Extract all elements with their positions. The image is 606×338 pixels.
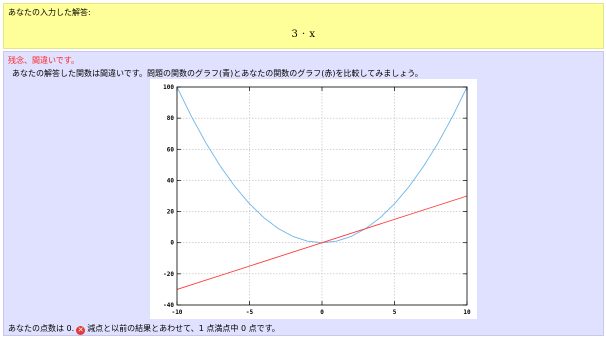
x-tick-label: -10 bbox=[172, 309, 183, 316]
y-tick-label: 60 bbox=[167, 146, 175, 153]
y-tick-label: 80 bbox=[167, 115, 175, 122]
score-prefix: あなたの点数は 0. bbox=[8, 324, 75, 333]
answer-box: あなたの入力した解答: 3 · x bbox=[3, 3, 604, 49]
x-circle-icon: ✕ bbox=[76, 326, 86, 335]
y-tick-label: 0 bbox=[170, 240, 174, 247]
x-tick-label: 10 bbox=[463, 309, 471, 316]
y-tick-label: -20 bbox=[163, 271, 174, 278]
x-tick-label: 0 bbox=[320, 309, 324, 316]
score-line: あなたの点数は 0. ✕ 減点と以前の結果とあわせて、1 点満点中 0 点です。 bbox=[8, 323, 280, 335]
y-tick-label: 100 bbox=[163, 84, 174, 91]
answer-label: あなたの入力した解答: bbox=[8, 8, 91, 17]
feedback-box: 残念、間違いです。 あなたの解答した関数は間違いです。問題の関数のグラフ(青)と… bbox=[3, 51, 604, 336]
graph-svg: -10 -5 0 5 10 -40 -20 0 20 40 60 80 100 bbox=[163, 84, 471, 316]
incorrect-detail: あなたの解答した関数は間違いです。問題の関数のグラフ(青)とあなたの関数のグラフ… bbox=[12, 69, 423, 78]
series-line-2 bbox=[176, 195, 468, 290]
answer-expression: 3 · x bbox=[291, 29, 316, 40]
score-suffix: 減点と以前の結果とあわせて、1 点満点中 0 点です。 bbox=[87, 324, 280, 333]
comparison-graph: -10 -5 0 5 10 -40 -20 0 20 40 60 80 100 bbox=[150, 79, 477, 319]
y-tick-label: 40 bbox=[167, 177, 175, 184]
x-tick-label: -5 bbox=[246, 309, 254, 316]
incorrect-title: 残念、間違いです。 bbox=[8, 56, 79, 65]
y-tick-label: -40 bbox=[163, 302, 174, 309]
x-tick-label: 5 bbox=[393, 309, 397, 316]
y-tick-label: 20 bbox=[167, 209, 175, 216]
